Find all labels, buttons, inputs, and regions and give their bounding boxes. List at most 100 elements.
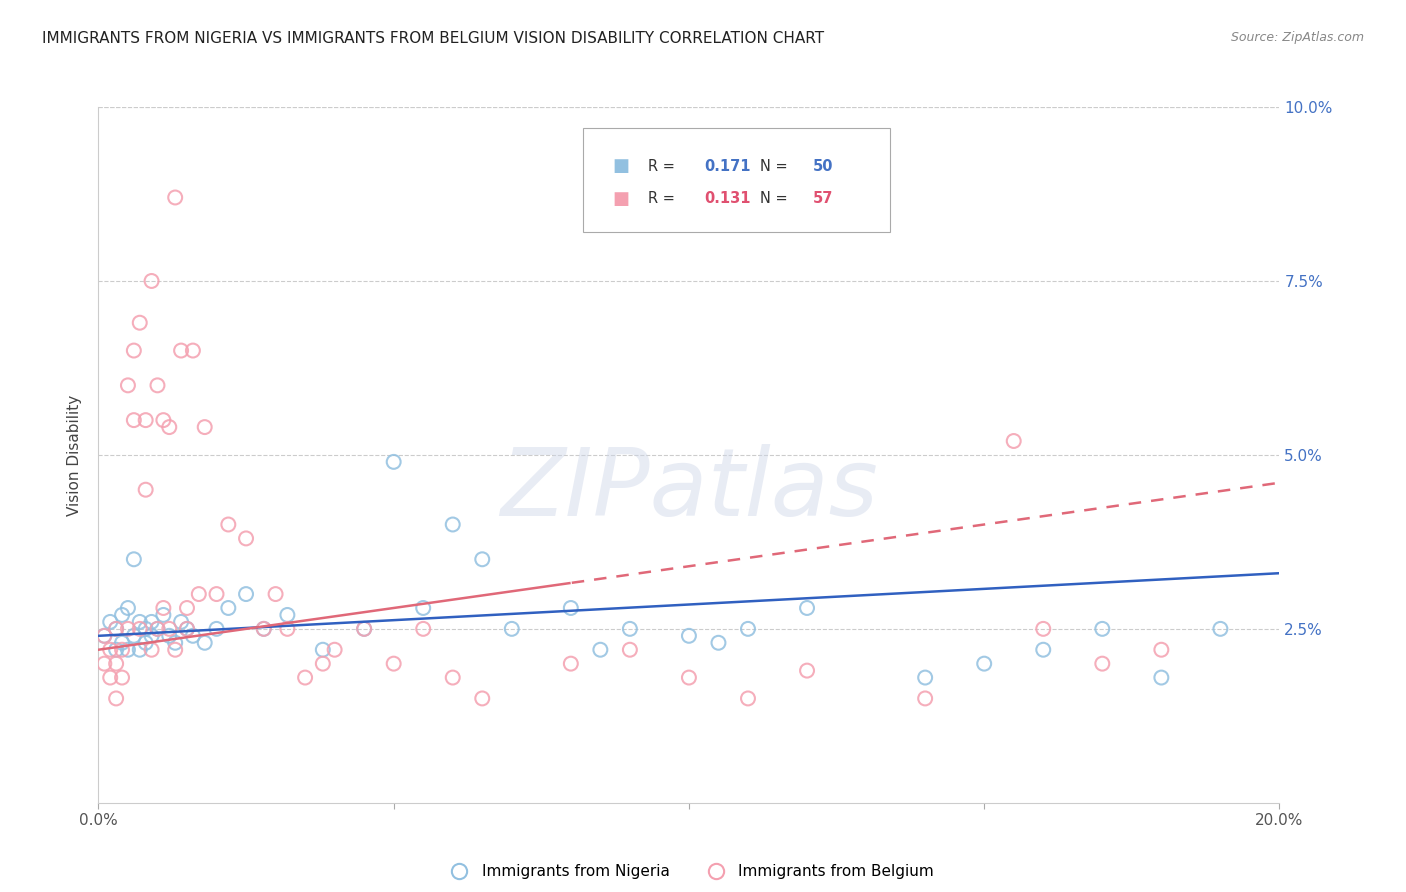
- Point: [323, 642, 346, 657]
- Point: [382, 657, 405, 671]
- Point: [98, 615, 121, 629]
- Point: [141, 629, 163, 643]
- Point: [105, 622, 128, 636]
- FancyBboxPatch shape: [582, 128, 890, 232]
- Point: [141, 274, 163, 288]
- Point: [181, 629, 204, 643]
- Point: [187, 587, 209, 601]
- Point: [707, 636, 730, 650]
- Text: 0.171: 0.171: [704, 159, 751, 174]
- Point: [737, 622, 759, 636]
- Point: [194, 420, 217, 434]
- Point: [122, 629, 145, 643]
- Text: R =: R =: [648, 159, 679, 174]
- Point: [471, 552, 494, 566]
- Point: [264, 587, 287, 601]
- Point: [122, 552, 145, 566]
- Point: [914, 671, 936, 685]
- Point: [678, 671, 700, 685]
- Point: [146, 622, 169, 636]
- Point: [98, 671, 121, 685]
- Point: [135, 622, 157, 636]
- Point: [844, 162, 866, 177]
- Point: [353, 622, 375, 636]
- Point: [205, 622, 228, 636]
- Point: [176, 622, 198, 636]
- Point: [93, 629, 115, 643]
- Point: [412, 601, 434, 615]
- Point: [973, 657, 995, 671]
- Text: R =: R =: [648, 192, 679, 206]
- Text: 0.131: 0.131: [704, 192, 751, 206]
- Point: [105, 657, 128, 671]
- Point: [312, 657, 335, 671]
- Point: [157, 622, 180, 636]
- Point: [176, 622, 198, 636]
- Point: [1150, 671, 1173, 685]
- Point: [176, 601, 198, 615]
- Point: [501, 622, 523, 636]
- Point: [157, 420, 180, 434]
- Point: [1091, 622, 1114, 636]
- Point: [111, 642, 134, 657]
- Point: [253, 622, 276, 636]
- Point: [135, 483, 157, 497]
- Text: 57: 57: [813, 192, 834, 206]
- Point: [412, 622, 434, 636]
- Legend: Immigrants from Nigeria, Immigrants from Belgium: Immigrants from Nigeria, Immigrants from…: [437, 858, 941, 886]
- Point: [135, 636, 157, 650]
- Point: [128, 642, 150, 657]
- Point: [1091, 657, 1114, 671]
- Text: IMMIGRANTS FROM NIGERIA VS IMMIGRANTS FROM BELGIUM VISION DISABILITY CORRELATION: IMMIGRANTS FROM NIGERIA VS IMMIGRANTS FR…: [42, 31, 824, 46]
- Point: [157, 629, 180, 643]
- Point: [146, 622, 169, 636]
- Point: [253, 622, 276, 636]
- Point: [796, 601, 818, 615]
- Point: [105, 642, 128, 657]
- Point: [122, 343, 145, 358]
- Point: [165, 190, 187, 204]
- Point: [441, 517, 464, 532]
- Point: [276, 622, 298, 636]
- Point: [170, 343, 193, 358]
- Point: [146, 378, 169, 392]
- Text: Source: ZipAtlas.com: Source: ZipAtlas.com: [1230, 31, 1364, 45]
- Point: [117, 622, 139, 636]
- Point: [128, 615, 150, 629]
- Point: [235, 532, 257, 546]
- Point: [471, 691, 494, 706]
- Point: [117, 642, 139, 657]
- Point: [678, 629, 700, 643]
- Point: [217, 517, 239, 532]
- Point: [1150, 642, 1173, 657]
- Point: [135, 413, 157, 427]
- Point: [382, 455, 405, 469]
- Point: [589, 642, 612, 657]
- Point: [93, 657, 115, 671]
- Point: [111, 636, 134, 650]
- Point: [560, 601, 582, 615]
- Point: [217, 601, 239, 615]
- Point: [170, 615, 193, 629]
- Point: [312, 642, 335, 657]
- Point: [796, 664, 818, 678]
- Point: [111, 671, 134, 685]
- Point: [152, 413, 174, 427]
- Point: [105, 622, 128, 636]
- Point: [111, 607, 134, 622]
- Point: [619, 622, 641, 636]
- Point: [141, 642, 163, 657]
- Text: 50: 50: [813, 159, 834, 174]
- Point: [141, 615, 163, 629]
- Text: ■: ■: [612, 157, 628, 175]
- Point: [441, 671, 464, 685]
- Point: [152, 601, 174, 615]
- Point: [353, 622, 375, 636]
- Point: [93, 629, 115, 643]
- Point: [914, 691, 936, 706]
- Point: [737, 691, 759, 706]
- Point: [294, 671, 316, 685]
- Point: [122, 413, 145, 427]
- Point: [1002, 434, 1025, 448]
- Y-axis label: Vision Disability: Vision Disability: [67, 394, 83, 516]
